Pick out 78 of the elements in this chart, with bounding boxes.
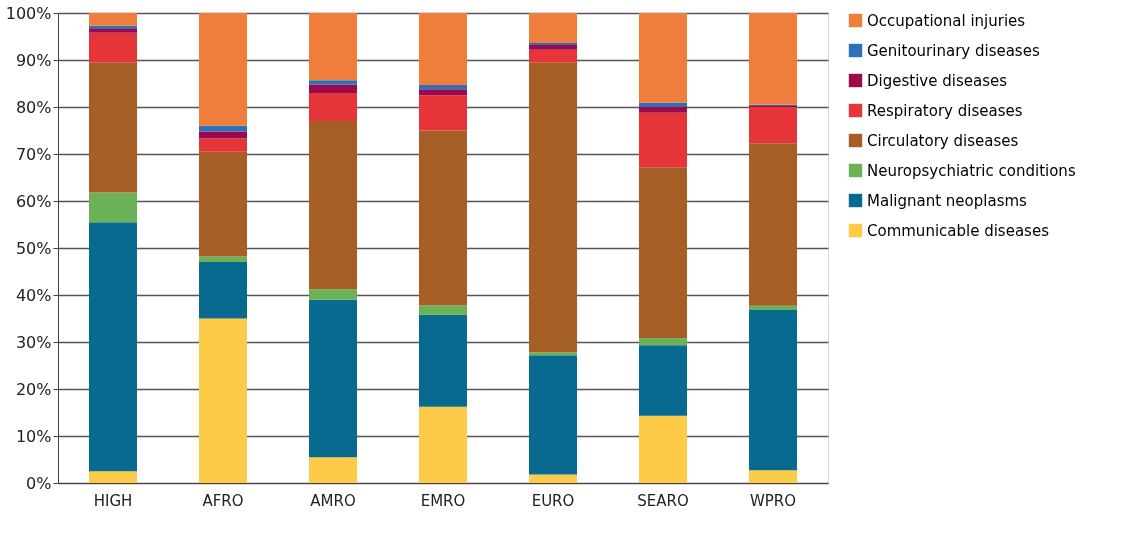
bar — [89, 32, 137, 63]
y-tick-label: 30% — [15, 332, 52, 352]
bar — [89, 192, 137, 223]
legend-label: Circulatory diseases — [867, 131, 1019, 150]
bar — [749, 13, 797, 105]
bar — [749, 305, 797, 311]
bar — [89, 62, 137, 193]
bar — [309, 80, 357, 85]
y-tick-label: 90% — [15, 50, 52, 70]
bar — [639, 112, 687, 168]
y-tick-label: 60% — [15, 191, 52, 211]
legend-label: Respiratory diseases — [867, 101, 1023, 120]
x-tick-label: WPRO — [749, 491, 797, 510]
legend-label: Communicable diseases — [867, 221, 1050, 240]
y-tick-label: 70% — [15, 144, 52, 164]
legend-label: Genitourinary diseases — [867, 41, 1040, 60]
bar — [419, 305, 467, 315]
bar — [529, 352, 577, 356]
bar — [419, 84, 467, 90]
bar — [199, 318, 247, 483]
bar — [419, 314, 467, 407]
bar — [309, 13, 357, 81]
x-tick-label: AFRO — [202, 491, 244, 510]
bar — [749, 107, 797, 144]
bar — [419, 406, 467, 483]
bar — [309, 457, 357, 483]
bar — [199, 151, 247, 257]
x-tick-label: AMRO — [310, 491, 356, 510]
bar — [639, 102, 687, 107]
bar — [89, 25, 137, 29]
bar — [89, 222, 137, 472]
bar — [309, 92, 357, 122]
bar — [199, 262, 247, 319]
bar — [199, 13, 247, 126]
bar — [529, 62, 577, 353]
bar — [639, 345, 687, 416]
y-tick-label: 20% — [15, 379, 52, 399]
bar — [419, 130, 467, 306]
x-tick-label: EMRO — [420, 491, 466, 510]
x-tick-label: HIGH — [93, 491, 133, 510]
bar — [749, 310, 797, 471]
bar — [199, 131, 247, 139]
y-tick-label: 100% — [5, 3, 52, 23]
y-tick-label: 0% — [26, 473, 52, 493]
y-tick-label: 10% — [15, 426, 52, 446]
y-tick-label: 80% — [15, 97, 52, 117]
bar — [199, 138, 247, 152]
legend-label: Occupational injuries — [867, 11, 1026, 30]
bar — [529, 44, 577, 50]
bar — [89, 28, 137, 33]
bar — [309, 121, 357, 290]
bar — [639, 107, 687, 113]
x-tick-label: SEARO — [637, 491, 689, 510]
bar — [529, 355, 577, 475]
bar — [309, 289, 357, 300]
bar — [749, 470, 797, 483]
bar — [639, 338, 687, 346]
bar — [639, 13, 687, 103]
bar — [529, 49, 577, 63]
legend-label: Neuropsychiatric conditions — [867, 161, 1076, 180]
bar — [639, 415, 687, 483]
bar — [199, 256, 247, 263]
bar — [529, 474, 577, 483]
y-tick-label: 50% — [15, 238, 52, 258]
bar — [419, 95, 467, 131]
bar — [309, 299, 357, 458]
bar — [419, 89, 467, 96]
bar — [529, 13, 577, 44]
bar — [89, 471, 137, 483]
bar — [309, 84, 357, 93]
legend-label: Digestive diseases — [867, 71, 1008, 90]
bar — [749, 143, 797, 306]
bar — [89, 13, 137, 26]
bar — [419, 13, 467, 85]
bar — [639, 167, 687, 339]
y-tick-label: 40% — [15, 285, 52, 305]
legend-label: Malignant neoplasms — [867, 191, 1028, 210]
x-tick-label: EURO — [531, 491, 575, 510]
